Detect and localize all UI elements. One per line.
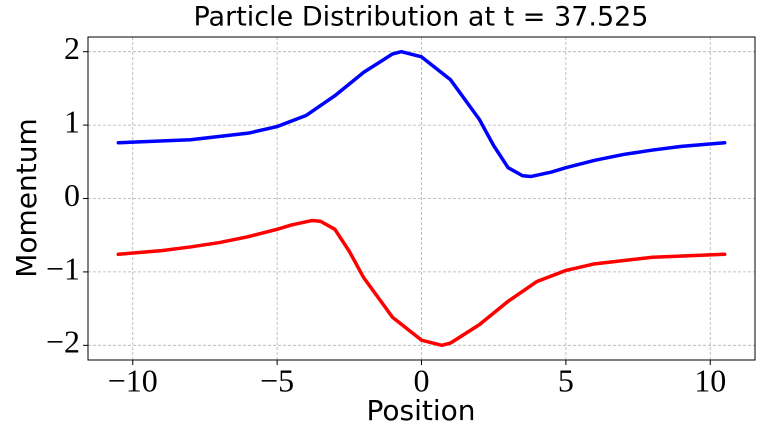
y-tick-label: 2 bbox=[64, 30, 80, 66]
x-tick-label: 5 bbox=[558, 362, 574, 398]
x-tick-label: 10 bbox=[694, 362, 726, 398]
x-axis-label: Position bbox=[366, 394, 475, 427]
y-tick-label: −1 bbox=[46, 250, 80, 286]
y-axis-label: Momentum bbox=[10, 118, 43, 278]
x-tick-label: −5 bbox=[260, 362, 294, 398]
x-tick-label: 0 bbox=[414, 362, 430, 398]
y-tick-label: 0 bbox=[64, 177, 80, 213]
y-tick-label: −2 bbox=[46, 324, 80, 360]
y-tick-label: 1 bbox=[64, 103, 80, 139]
chart-title: Particle Distribution at t = 37.525 bbox=[193, 2, 648, 33]
x-tick-label: −10 bbox=[108, 362, 158, 398]
plot-frame bbox=[87, 36, 756, 361]
data-line bbox=[116, 218, 727, 348]
data-line bbox=[116, 49, 727, 179]
